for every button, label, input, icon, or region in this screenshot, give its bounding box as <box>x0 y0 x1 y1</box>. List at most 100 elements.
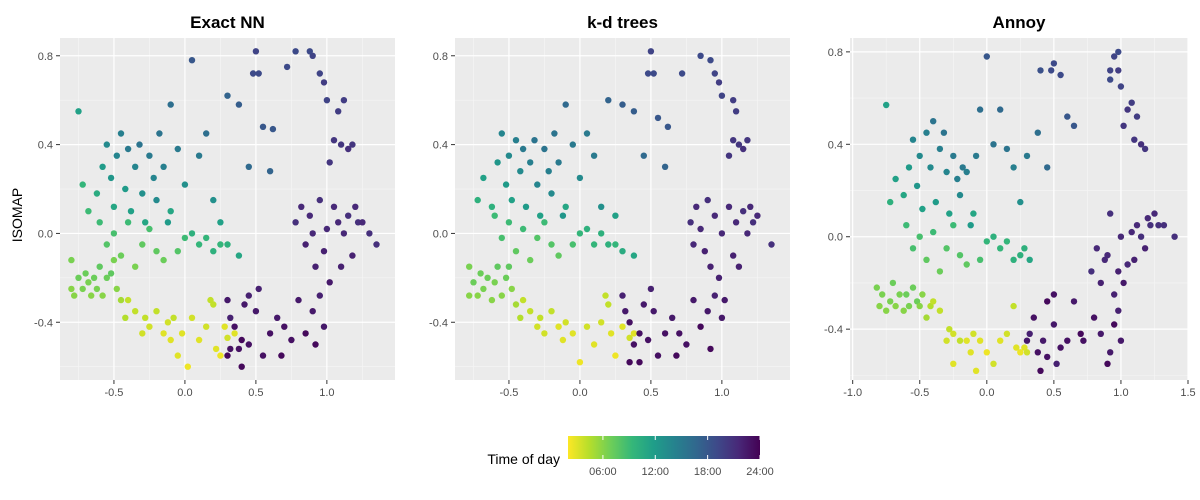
data-point <box>156 130 163 137</box>
data-point <box>569 330 576 337</box>
x-tick-label: 1.0 <box>714 387 729 399</box>
data-point <box>569 241 576 248</box>
data-point <box>96 263 103 270</box>
data-point <box>1017 198 1024 206</box>
data-point <box>340 230 348 237</box>
data-point <box>730 252 737 259</box>
data-point <box>488 296 496 304</box>
data-point <box>913 182 921 190</box>
x-tick-label: 1.0 <box>1113 387 1128 399</box>
data-point <box>124 219 132 226</box>
data-point <box>122 314 129 321</box>
data-point <box>1137 141 1145 148</box>
data-point <box>704 308 711 315</box>
data-point <box>1093 245 1101 252</box>
data-point <box>697 323 704 330</box>
data-point <box>576 230 584 237</box>
data-point <box>517 168 524 175</box>
data-point <box>555 159 562 166</box>
data-point <box>970 330 977 337</box>
data-point <box>337 141 345 148</box>
data-point <box>887 298 894 305</box>
data-point <box>259 123 267 130</box>
data-point <box>626 319 633 326</box>
data-point <box>85 279 92 286</box>
data-point <box>919 205 926 213</box>
data-point <box>88 292 95 299</box>
data-point <box>555 323 562 330</box>
x-tick-label: 1.0 <box>319 387 334 399</box>
data-point <box>932 198 939 206</box>
data-point <box>160 163 167 170</box>
data-point <box>690 241 697 248</box>
data-point <box>203 323 210 330</box>
data-point <box>245 341 252 348</box>
data-point <box>278 352 285 359</box>
data-point <box>1111 321 1118 328</box>
data-point <box>266 330 274 337</box>
data-point <box>636 359 643 366</box>
data-point <box>238 336 245 344</box>
data-point <box>1037 367 1044 374</box>
data-point <box>103 241 111 248</box>
data-point <box>1021 344 1028 351</box>
data-point <box>474 292 481 299</box>
data-point <box>124 296 132 304</box>
data-point <box>224 352 231 359</box>
y-axis-title: ISOMAP <box>9 188 25 242</box>
data-point <box>203 234 210 242</box>
data-point <box>732 219 740 226</box>
data-point <box>1077 330 1084 337</box>
data-point <box>612 241 619 248</box>
data-point <box>480 285 487 293</box>
data-point <box>1050 321 1058 328</box>
data-point <box>718 314 726 321</box>
data-point <box>913 298 921 305</box>
data-point <box>916 302 923 310</box>
legend-tick-label: 24:00 <box>746 466 774 478</box>
data-point <box>927 164 934 171</box>
data-point <box>164 219 172 226</box>
data-point <box>75 108 82 115</box>
panel-2: -0.5 0.0 0.5 1.0 -0.4 0.0 0.4 0.8 k-d trees <box>429 13 790 399</box>
data-point <box>1117 233 1125 240</box>
x-tick-label: -1.0 <box>843 387 862 399</box>
y-tick-label: -0.4 <box>429 317 448 329</box>
data-point <box>1048 67 1055 74</box>
data-point <box>669 314 676 321</box>
data-point <box>537 314 544 321</box>
data-point <box>583 130 591 137</box>
data-point <box>896 291 903 298</box>
data-point <box>320 323 328 330</box>
data-point <box>626 359 633 366</box>
data-point <box>85 208 92 215</box>
data-point <box>1044 164 1051 171</box>
y-tick-label: 0.8 <box>828 47 843 59</box>
data-point <box>562 319 569 326</box>
data-point <box>1107 67 1114 74</box>
data-point <box>90 274 98 281</box>
data-point <box>873 284 880 291</box>
data-point <box>905 302 913 310</box>
data-point <box>269 125 277 133</box>
scatter-points <box>873 48 1178 374</box>
data-point <box>178 330 186 337</box>
data-point <box>583 323 591 330</box>
data-point <box>292 219 299 226</box>
data-point <box>207 296 214 304</box>
data-point <box>1160 222 1168 229</box>
y-tick-label: 0.0 <box>38 228 53 240</box>
data-point <box>1013 344 1020 351</box>
data-point <box>1120 122 1127 129</box>
data-point <box>534 181 541 188</box>
data-point <box>326 279 333 286</box>
data-point <box>541 219 548 226</box>
data-point <box>732 108 740 115</box>
data-point <box>701 248 708 255</box>
data-point <box>174 145 181 153</box>
color-legend: Time of day 06:00 12:00 18:00 24:00 <box>487 436 774 478</box>
panel-background <box>60 38 395 380</box>
data-point <box>323 97 331 104</box>
data-point <box>678 70 686 77</box>
data-point <box>923 314 930 321</box>
